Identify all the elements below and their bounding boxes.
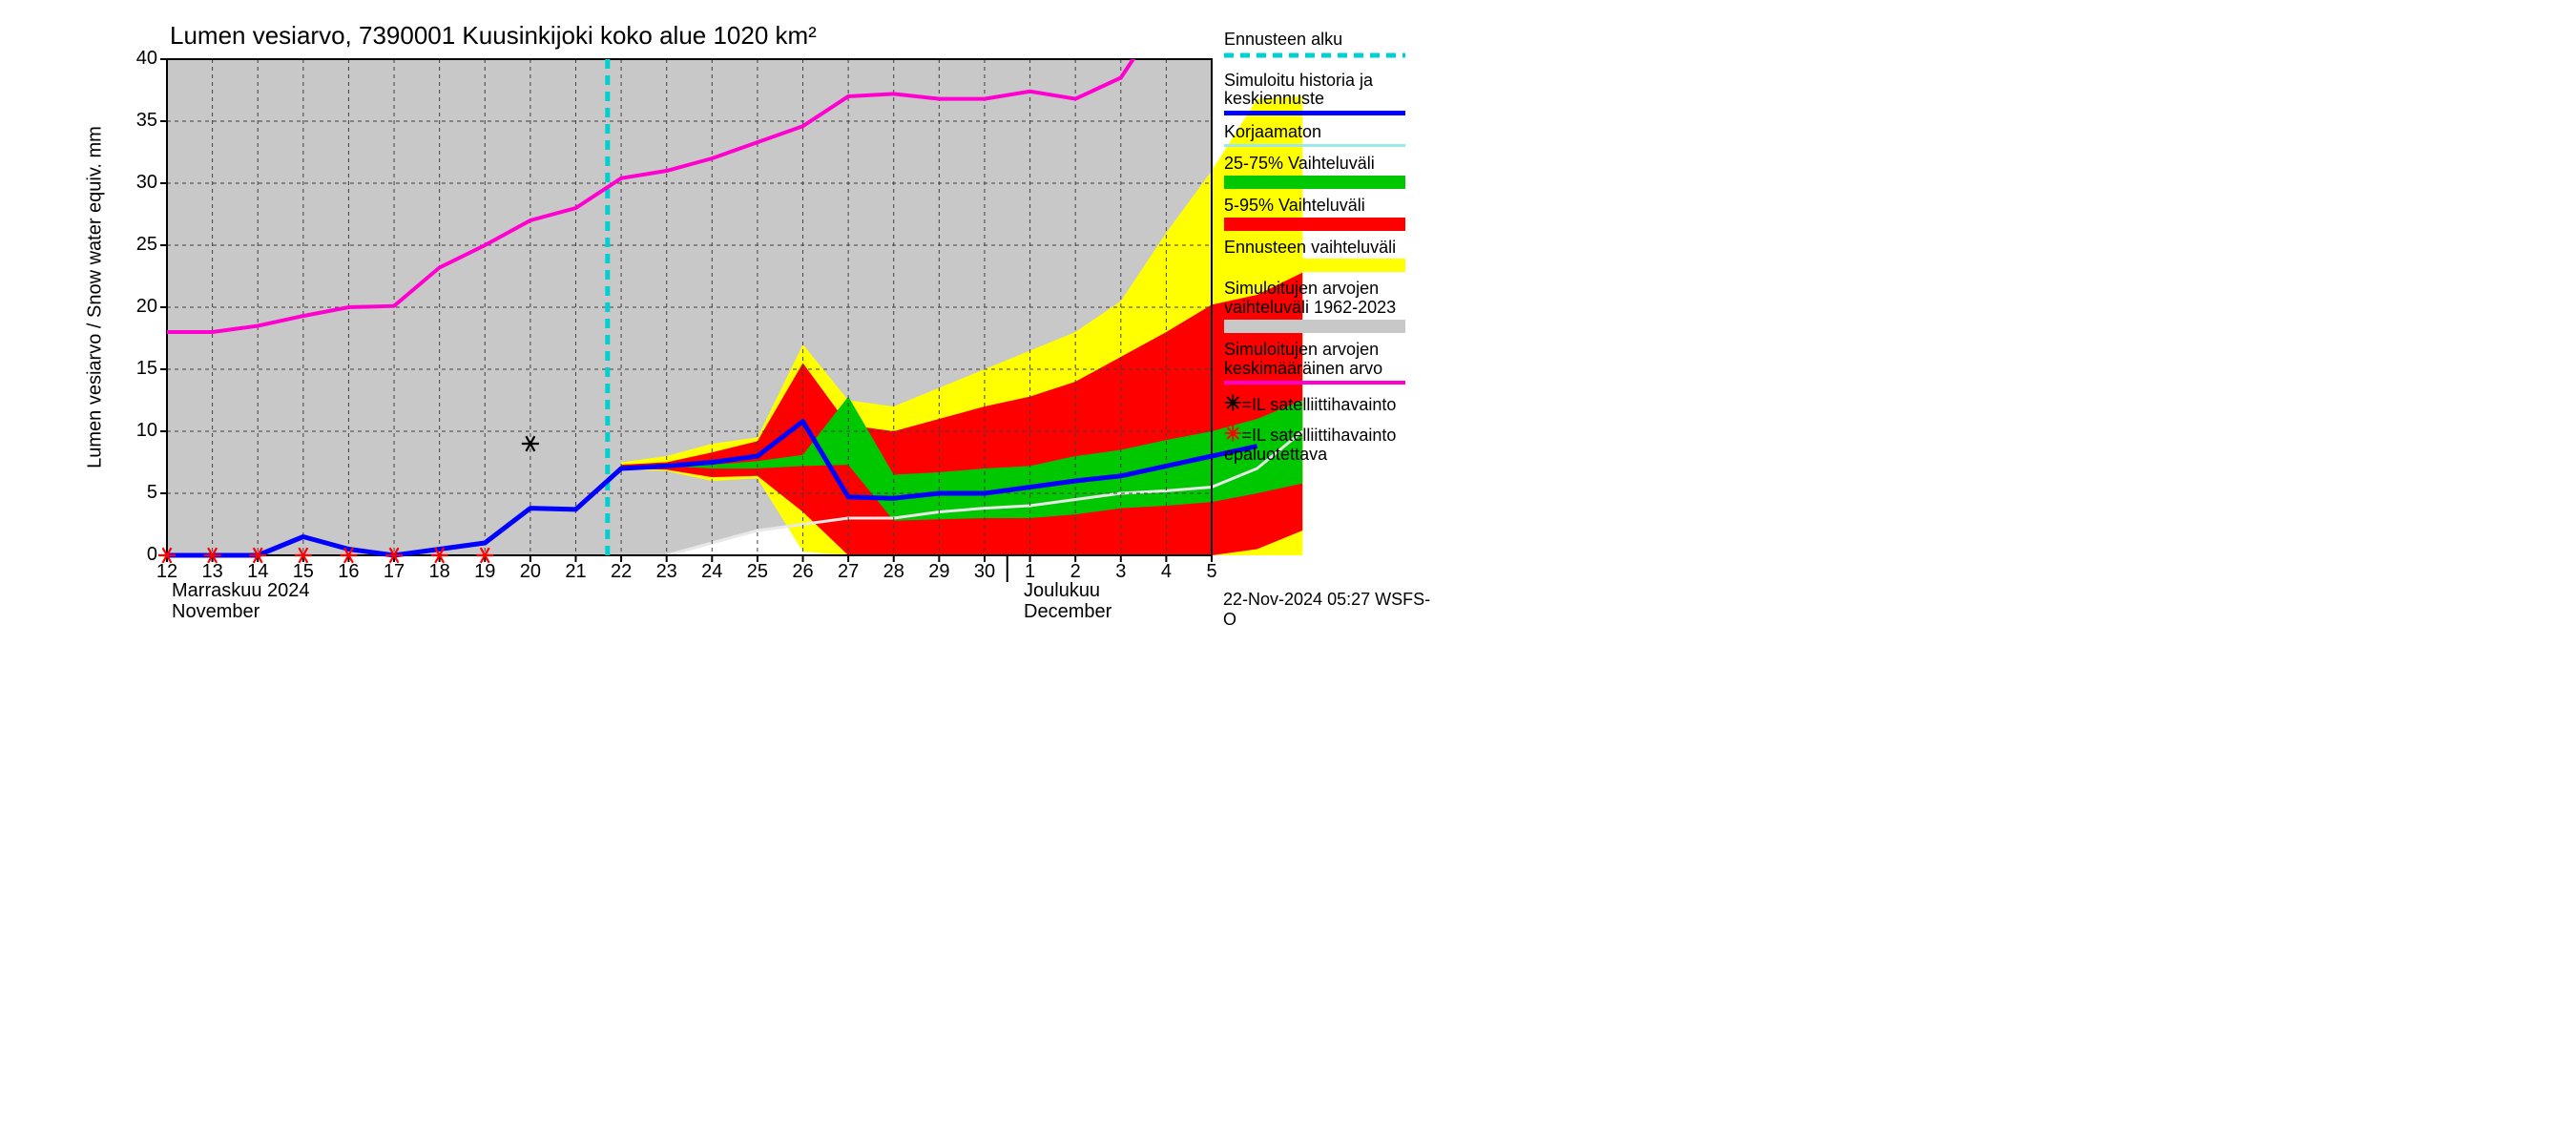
y-tick-label: 35 [114, 110, 157, 132]
legend-5-95: 5-95% Vaihteluväli [1224, 197, 1424, 216]
legend-sat-red-b: epäluotettava [1224, 446, 1424, 465]
x-tick-label: 13 [196, 561, 230, 583]
x-tick-label: 1 [1013, 561, 1048, 583]
legend-swatch-red [1224, 218, 1405, 231]
chart-svg [0, 0, 1431, 636]
x-tick-label: 17 [377, 561, 411, 583]
y-tick-label: 30 [114, 172, 157, 194]
asterisk-black-icon: ✳ [1224, 391, 1241, 415]
legend-simulated-b: keskiennuste [1224, 90, 1424, 109]
legend-simulated-a: Simuloitu historia ja [1224, 72, 1424, 91]
legend-avg-b: keskimääräinen arvo [1224, 360, 1424, 379]
x-tick-label: 14 [240, 561, 275, 583]
timestamp: 22-Nov-2024 05:27 WSFS-O [1223, 590, 1431, 630]
y-tick-label: 25 [114, 234, 157, 256]
legend-uncorrected: Korjaamaton [1224, 123, 1424, 142]
y-tick-label: 20 [114, 296, 157, 318]
legend-swatch-magenta [1224, 381, 1405, 385]
month1-en: November [172, 601, 260, 623]
legend: Ennusteen alku Simuloitu historia ja kes… [1224, 31, 1424, 465]
legend-range-b: vaihteluväli 1962-2023 [1224, 299, 1424, 318]
x-tick-label: 4 [1149, 561, 1183, 583]
x-tick-label: 15 [286, 561, 321, 583]
legend-forecast-range: Ennusteen vaihteluväli [1224, 239, 1424, 258]
legend-swatch-lightcyan [1224, 144, 1405, 147]
chart-title: Lumen vesiarvo, 7390001 Kuusinkijoki kok… [170, 21, 817, 51]
x-tick-label: 30 [967, 561, 1002, 583]
asterisk-red-icon: ✳ [1224, 422, 1241, 446]
y-tick-label: 10 [114, 420, 157, 442]
x-tick-label: 25 [740, 561, 775, 583]
x-tick-label: 5 [1195, 561, 1229, 583]
legend-swatch-green [1224, 176, 1405, 189]
legend-swatch-cyan [1224, 52, 1405, 59]
legend-swatch-grey [1224, 320, 1405, 333]
x-tick-label: 21 [558, 561, 592, 583]
x-tick-label: 18 [423, 561, 457, 583]
x-tick-label: 3 [1104, 561, 1138, 583]
x-tick-label: 12 [150, 561, 184, 583]
y-tick-label: 40 [114, 48, 157, 70]
legend-range-a: Simuloitujen arvojen [1224, 280, 1424, 299]
y-tick-label: 5 [114, 482, 157, 504]
x-tick-label: 24 [695, 561, 729, 583]
legend-25-75: 25-75% Vaihteluväli [1224, 155, 1424, 174]
legend-swatch-yellow [1224, 259, 1405, 272]
month2-fi: Joulukuu [1024, 580, 1100, 602]
x-tick-label: 23 [650, 561, 684, 583]
x-tick-label: 29 [922, 561, 956, 583]
chart-container: Lumen vesiarvo, 7390001 Kuusinkijoki kok… [0, 0, 1431, 636]
legend-sat-black: ✳=IL satelliittihavainto [1224, 392, 1424, 415]
month2-en: December [1024, 601, 1111, 623]
x-tick-label: 26 [786, 561, 821, 583]
x-tick-label: 16 [331, 561, 365, 583]
legend-forecast-start: Ennusteen alku [1224, 31, 1424, 50]
x-tick-label: 22 [604, 561, 638, 583]
y-tick-label: 15 [114, 358, 157, 380]
x-tick-label: 28 [877, 561, 911, 583]
x-tick-label: 27 [831, 561, 865, 583]
x-tick-label: 20 [513, 561, 548, 583]
legend-avg-a: Simuloitujen arvojen [1224, 341, 1424, 360]
x-tick-label: 19 [467, 561, 502, 583]
y-axis-label: Lumen vesiarvo / Snow water equiv. mm [85, 59, 107, 536]
month1-fi: Marraskuu 2024 [172, 580, 310, 602]
x-tick-label: 2 [1058, 561, 1092, 583]
legend-swatch-blue [1224, 111, 1405, 115]
legend-sat-red: ✳=IL satelliittihavainto [1224, 423, 1424, 446]
